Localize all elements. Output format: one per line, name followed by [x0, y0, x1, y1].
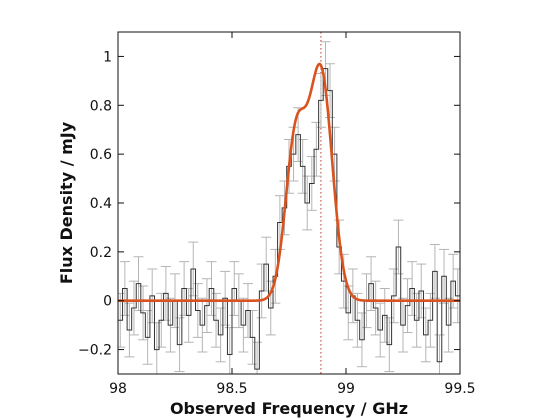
y-tick-label: 0.2: [90, 245, 112, 261]
x-tick-label: 98.5: [216, 381, 247, 397]
x-tick-label: 99.5: [444, 381, 475, 397]
y-axis-label: Flux Density / mJy: [57, 121, 76, 284]
y-tick-label: 0.4: [90, 196, 112, 212]
y-tick-label: 0: [103, 294, 112, 310]
gaussian-fit-line: [118, 62, 460, 303]
data-layer: [118, 32, 460, 374]
tick-layer: 98 98.5 99 99.5 −0.2 0 0.2 0.4 0.6 0.8 1: [78, 32, 476, 397]
spectrum-histogram: [118, 68, 460, 370]
x-tick-label: 98: [109, 381, 127, 397]
x-tick-label: 99: [337, 381, 355, 397]
y-tick-label: 0.6: [90, 147, 112, 163]
plot-frame: [117, 31, 461, 375]
x-axis-label: Observed Frequency / GHz: [170, 399, 408, 418]
y-tick-label: −0.2: [78, 343, 112, 359]
y-tick-label: 0.8: [90, 98, 112, 114]
y-tick-label: 1: [103, 49, 112, 65]
